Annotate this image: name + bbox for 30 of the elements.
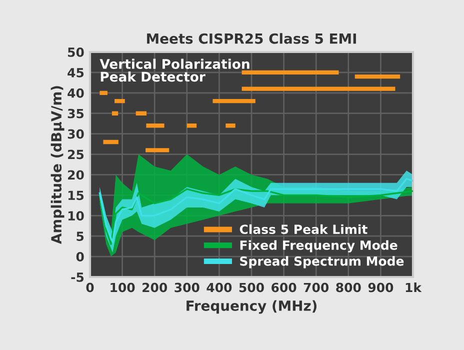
y-tick-label: -5 xyxy=(71,272,84,282)
x-tick-label: 800 xyxy=(336,282,361,292)
y-tick-label: 10 xyxy=(68,211,84,221)
y-axis-title: Amplitude (dBµV/m) xyxy=(50,86,64,244)
y-tick-label: 5 xyxy=(76,232,84,242)
y-tick-label: 35 xyxy=(68,108,84,118)
annotation: Vertical Polarization Peak Detector xyxy=(100,58,250,82)
x-tick-label: 200 xyxy=(142,282,168,292)
y-tick-label: 15 xyxy=(68,190,84,200)
legend-label: Class 5 Peak Limit xyxy=(240,224,368,234)
x-axis-title: Frequency (MHz) xyxy=(186,300,316,314)
legend-label: Spread Spectrum Mode xyxy=(240,256,404,268)
y-tick-label: 45 xyxy=(68,68,84,78)
x-tick-label: 400 xyxy=(206,282,232,292)
x-tick-label: 100 xyxy=(110,282,135,292)
x-tick-label: 600 xyxy=(272,282,296,292)
x-tick-label: 900 xyxy=(368,282,394,292)
y-tick-label: 0 xyxy=(76,252,84,262)
x-tick-label: 700 xyxy=(304,282,329,292)
legend-label: Fixed Frequency Mode xyxy=(240,240,398,252)
x-tick-label: 300 xyxy=(174,282,200,292)
y-tick-label: 25 xyxy=(68,150,84,160)
y-tick-label: 40 xyxy=(68,88,84,98)
y-tick-label: 30 xyxy=(68,129,84,139)
x-tick-label: 0 xyxy=(86,282,94,292)
chart-title: Meets CISPR25 Class 5 EMI xyxy=(147,33,356,44)
x-tick-label: 500 xyxy=(239,282,264,292)
x-tick-label: 1k xyxy=(406,282,422,292)
y-tick-label: 50 xyxy=(68,47,84,57)
y-tick-label: 20 xyxy=(68,170,84,180)
